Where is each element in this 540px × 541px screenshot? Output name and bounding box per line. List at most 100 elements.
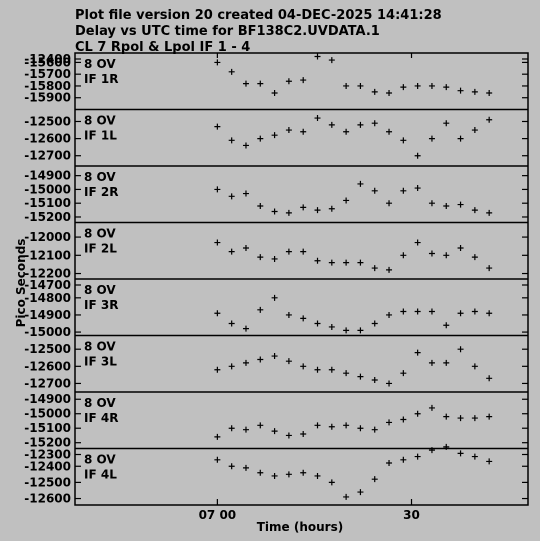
header-line-1: Plot file version 20 created 04-DEC-2025… [75,8,442,23]
data-point [228,425,235,432]
data-point [471,127,478,134]
data-point [471,453,478,460]
data-point [400,84,407,91]
data-point [357,121,364,128]
data-point [343,422,350,429]
data-point [300,204,307,211]
data-point [486,458,493,465]
y-tick-label: -12700 [24,376,71,390]
data-point [471,254,478,261]
data-point [343,493,350,500]
panel-flag-label: 8 OV [84,114,116,128]
y-tick-label: -15700 [24,67,71,81]
panel-flag-label: 8 OV [84,283,116,297]
data-point [343,370,350,377]
x-axis-title: Time (hours) [257,520,343,534]
data-point [328,57,335,64]
y-tick-label: -12200 [24,267,71,281]
data-point [457,135,464,142]
panel-if-label: IF 3R [84,298,118,312]
data-point [486,116,493,123]
data-point [414,152,421,159]
data-point [357,259,364,266]
header-line-3: CL 7 Rpol & Lpol IF 1 - 4 [75,40,250,55]
y-tick-label: -15000 [24,182,71,196]
data-point [300,77,307,84]
data-point [214,456,221,463]
y-tick-label: -15000 [24,325,71,339]
data-point [443,120,450,127]
data-point [428,308,435,315]
data-point [328,423,335,430]
data-point [357,425,364,432]
data-point [471,88,478,95]
y-tick-label: -14800 [24,291,71,305]
x-tick-label: 30 [403,508,420,522]
data-point [486,265,493,272]
data-point [214,310,221,317]
data-point [285,209,292,216]
data-point [257,422,264,429]
data-point [400,456,407,463]
data-point [228,137,235,144]
data-point [486,90,493,97]
y-tick-label: -12500 [24,475,71,489]
data-point [314,53,321,60]
data-point [314,257,321,264]
header-line-2: Delay vs UTC time for BF138C2.UVDATA.1 [75,24,380,39]
data-point [428,200,435,207]
data-point [486,413,493,420]
data-point [242,190,249,197]
panel-if-label: IF 1L [84,129,117,143]
data-point [328,121,335,128]
panel-flag-label: 8 OV [84,227,116,241]
data-point [242,426,249,433]
panel-if-label: IF 4R [84,411,118,425]
data-point [457,201,464,208]
y-tick-label: -12000 [24,230,71,244]
y-tick-label: -14900 [24,392,71,406]
data-point [242,464,249,471]
data-point [328,366,335,373]
data-point [271,353,278,360]
data-point [271,255,278,262]
y-tick-label: -12600 [24,132,71,146]
data-point [371,120,378,127]
data-point [271,90,278,97]
panel-flag-label: 8 OV [84,170,116,184]
data-point [214,123,221,130]
y-tick-label: -12400 [24,52,71,66]
data-point [271,208,278,215]
y-tick-label: -12500 [24,114,71,128]
panel-if-label: IF 2R [84,185,118,199]
data-point [386,380,393,387]
data-point [428,359,435,366]
y-tick-label: -12600 [24,492,71,506]
data-point [343,128,350,135]
data-point [386,266,393,273]
data-point [328,205,335,212]
data-point [414,82,421,89]
data-point [314,422,321,429]
data-point [257,202,264,209]
data-point [271,472,278,479]
data-point [328,479,335,486]
y-tick-label: -14700 [24,278,71,292]
data-point [386,200,393,207]
y-tick-label: -12700 [24,149,71,163]
data-point [443,202,450,209]
data-point [328,259,335,266]
panel-flag-label: 8 OV [84,453,116,467]
data-point [457,450,464,457]
data-point [343,82,350,89]
data-point [271,294,278,301]
panel-flag-label: 8 OV [84,340,116,354]
data-point [257,306,264,313]
data-point [257,469,264,476]
data-point [314,207,321,214]
y-axis-title: Pico Seconds [14,239,28,328]
